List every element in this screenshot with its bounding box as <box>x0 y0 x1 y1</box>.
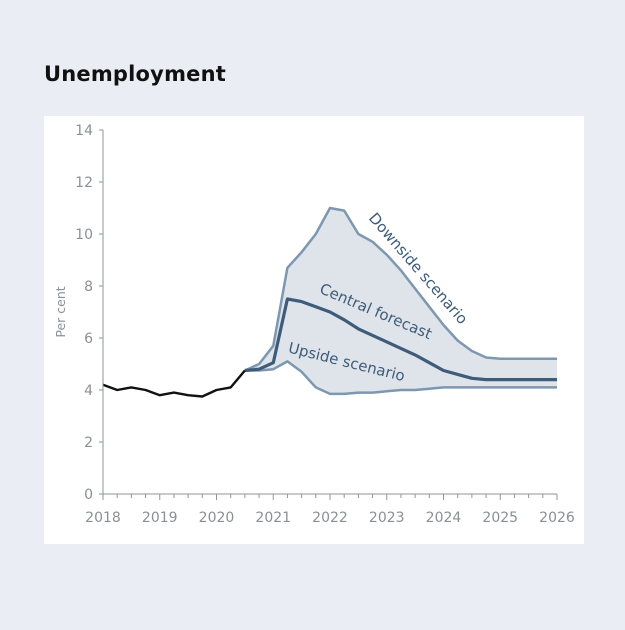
series-line-history <box>102 369 246 398</box>
x-tick-label: 2025 <box>482 510 518 526</box>
y-tick-label: 14 <box>75 123 93 139</box>
chart-panel: 0 2 4 6 8 10 12 14 2018 2019 2020 2021 2022 2023 2024 2… <box>44 116 584 544</box>
y-tick-label: 6 <box>84 331 93 347</box>
y-axis-label: Per cent <box>53 286 68 337</box>
page-title: Unemployment <box>44 62 226 86</box>
series-lines <box>102 206 557 398</box>
y-tick-label: 8 <box>84 279 93 295</box>
series-line-central <box>244 297 557 382</box>
y-tick-label: 0 <box>84 487 93 503</box>
x-tick-label: 2018 <box>85 510 121 526</box>
x-tick-label: 2023 <box>369 510 405 526</box>
y-tick-label: 4 <box>84 383 93 399</box>
x-tick-label: 2024 <box>426 510 462 526</box>
series-line-upside <box>244 360 557 396</box>
x-tick-label: 2026 <box>539 510 575 526</box>
x-tick-label: 2019 <box>142 510 178 526</box>
axes <box>99 129 558 500</box>
x-tick-label: 2021 <box>255 510 291 526</box>
tick-labels: 0 2 4 6 8 10 12 14 2018 2019 2020 2021 2022 2023 2024 2… <box>75 123 575 526</box>
scenario-band <box>244 208 557 394</box>
y-tick-label: 10 <box>75 227 93 243</box>
x-tick-label: 2022 <box>312 510 348 526</box>
unemployment-chart: 0 2 4 6 8 10 12 14 2018 2019 2020 2021 2022 2023 2024 2… <box>53 123 575 526</box>
series-line-downside <box>244 206 557 372</box>
y-tick-label: 12 <box>75 175 93 191</box>
y-tick-label: 2 <box>84 435 93 451</box>
x-tick-label: 2020 <box>199 510 235 526</box>
band-fill <box>244 208 557 394</box>
